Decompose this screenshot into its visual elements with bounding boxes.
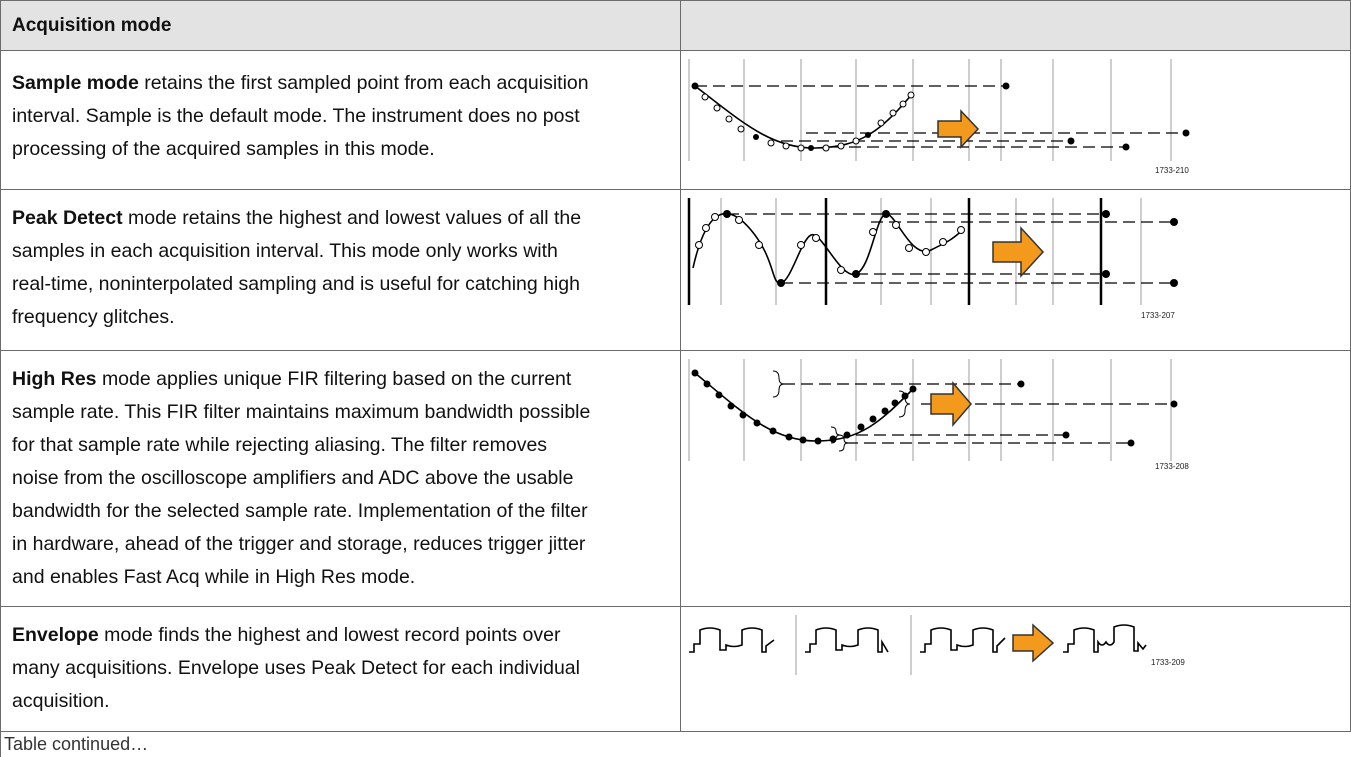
text-line: samples in each acquisition interval. Th… [12, 235, 680, 268]
text-line: real-time, noninterpolated sampling and … [12, 268, 680, 301]
text-line: acquisition. [12, 685, 680, 718]
description-text: bandwidth for the selected sample rate. … [12, 500, 588, 522]
text-line: and enables Fast Acq while in High Res m… [12, 561, 680, 594]
peak-detect-figure: 1733-207 [687, 198, 1178, 320]
text-line: Envelope mode finds the highest and lowe… [12, 619, 680, 652]
text-line: many acquisitions. Envelope uses Peak De… [12, 652, 680, 685]
description-text: for that sample rate while rejecting ali… [12, 434, 548, 456]
text-line: bandwidth for the selected sample rate. … [12, 495, 680, 528]
description-text: mode applies unique FIR filtering based … [101, 368, 572, 390]
header-cell [680, 0, 1351, 51]
mode-term: Envelope [12, 624, 99, 646]
text-line: frequency glitches. [12, 301, 680, 334]
description-text: and enables Fast Acq while in High Res m… [12, 566, 416, 588]
table-continued: Table continued… [0, 731, 148, 757]
text-line: in hardware, ahead of the trigger and st… [12, 528, 680, 561]
high-res-figure: 1733-208 [688, 359, 1189, 471]
description-text: retains the first sampled point from eac… [144, 72, 589, 94]
text-line: Sample mode retains the first sampled po… [12, 67, 680, 100]
description-cell: Peak Detect mode retains the highest and… [0, 189, 681, 351]
description-text: interval. Sample is the default mode. Th… [12, 105, 580, 127]
figure-cell: 1733-208 [680, 350, 1351, 607]
figure-label: 1733-208 [1155, 462, 1189, 471]
figure-label: 1733-209 [1151, 658, 1185, 667]
header-cell: Acquisition mode [0, 0, 681, 51]
mode-term: Peak Detect [12, 207, 123, 229]
description-cell: Envelope mode finds the highest and lowe… [0, 606, 681, 732]
description-text: processing of the acquired samples in th… [12, 138, 435, 160]
description-cell: High Res mode applies unique FIR filteri… [0, 350, 681, 607]
figure-cell: 1733-210 [680, 50, 1351, 190]
description-text: samples in each acquisition interval. Th… [12, 240, 558, 262]
figure-label: 1733-210 [1155, 166, 1189, 175]
header-title: Acquisition mode [12, 15, 172, 36]
text-line: sample rate. This FIR filter maintains m… [12, 396, 680, 429]
mode-term: High Res [12, 368, 97, 390]
mode-term: Sample mode [12, 72, 139, 94]
figure-label: 1733-207 [1141, 311, 1175, 320]
description-text: real-time, noninterpolated sampling and … [12, 273, 580, 295]
envelope-figure: 1733-209 [689, 615, 1185, 675]
description-text: many acquisitions. Envelope uses Peak De… [12, 657, 580, 679]
sample-mode-figure: 1733-210 [688, 59, 1190, 175]
description-text: sample rate. This FIR filter maintains m… [12, 401, 591, 423]
text-line: processing of the acquired samples in th… [12, 133, 680, 166]
text-line: High Res mode applies unique FIR filteri… [12, 363, 680, 396]
text-line: interval. Sample is the default mode. Th… [12, 100, 680, 133]
description-text: noise from the oscilloscope amplifiers a… [12, 467, 574, 489]
description-text: mode retains the highest and lowest valu… [128, 207, 582, 229]
text-line: noise from the oscilloscope amplifiers a… [12, 462, 680, 495]
figure-cell: 1733-209 [680, 606, 1351, 732]
description-text: frequency glitches. [12, 306, 175, 328]
description-cell: Sample mode retains the first sampled po… [0, 50, 681, 190]
description-text: in hardware, ahead of the trigger and st… [12, 533, 586, 555]
text-line: Peak Detect mode retains the highest and… [12, 202, 680, 235]
description-text: mode finds the highest and lowest record… [104, 624, 561, 646]
description-text: acquisition. [12, 690, 110, 712]
figure-cell: 1733-207 [680, 189, 1351, 351]
text-line: for that sample rate while rejecting ali… [12, 429, 680, 462]
